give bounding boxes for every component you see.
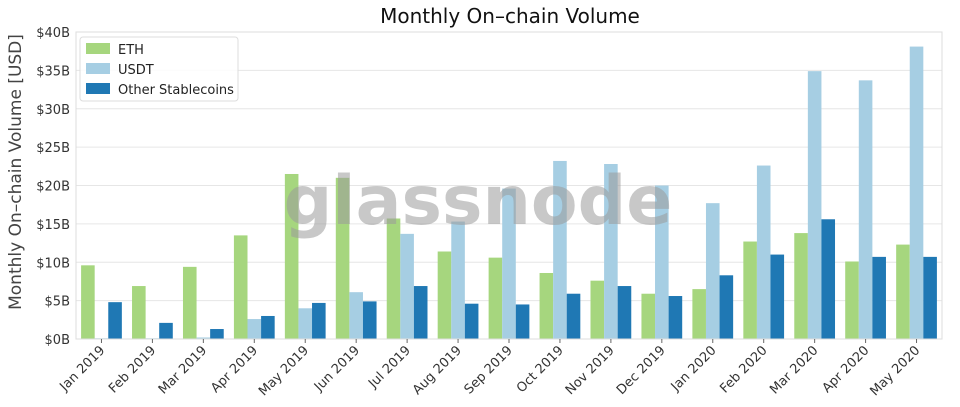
bar-eth <box>437 251 452 339</box>
bar-eth <box>284 173 299 339</box>
bar-eth <box>743 241 757 339</box>
bar-eth <box>590 280 605 339</box>
bar-other-stablecoins <box>515 304 530 339</box>
x-tick-label: Mar 2019 <box>156 343 210 397</box>
y-tick-label: $35B <box>36 64 70 79</box>
watermark-text: glassnode <box>284 162 673 241</box>
x-tick-label: May 2019 <box>256 343 312 399</box>
bar-other-stablecoins <box>566 293 581 339</box>
bar-usdt <box>502 188 516 339</box>
legend-swatch <box>86 63 110 74</box>
bar-usdt <box>298 308 313 339</box>
y-tick-label: $25B <box>36 141 70 156</box>
x-tick-label: Aug 2019 <box>410 343 465 398</box>
bar-other-stablecoins <box>923 256 937 339</box>
bar-other-stablecoins <box>668 296 683 339</box>
bar-other-stablecoins <box>464 303 479 339</box>
bar-other-stablecoins <box>821 219 836 339</box>
x-tick-label: Apr 2019 <box>208 343 261 396</box>
x-tick-label: Jan 2020 <box>668 343 720 395</box>
bar-usdt <box>604 164 618 339</box>
legend-label: Other Stablecoins <box>118 83 234 98</box>
bar-usdt <box>705 203 720 339</box>
chart-title: Monthly On–chain Volume <box>380 4 640 28</box>
legend-swatch <box>86 43 110 54</box>
bar-other-stablecoins <box>872 256 886 339</box>
x-tick-label: Dec 2019 <box>614 343 669 398</box>
x-tick-label: Feb 2020 <box>717 343 770 396</box>
bar-eth <box>335 177 350 339</box>
bar-other-stablecoins <box>159 322 173 339</box>
bar-other-stablecoins <box>413 286 428 339</box>
bar-other-stablecoins <box>770 254 785 339</box>
bar-eth <box>641 293 656 339</box>
bar-other-stablecoins <box>362 301 377 339</box>
x-tick-label: Jul 2019 <box>365 343 414 392</box>
legend-swatch <box>86 83 110 94</box>
legend: ETH USDT Other Stablecoins <box>79 36 239 102</box>
legend-label: ETH <box>118 43 144 58</box>
y-tick-label: $10B <box>36 256 70 271</box>
bar-eth <box>845 261 859 339</box>
bar-usdt <box>400 233 414 339</box>
legend-label: USDT <box>118 63 154 78</box>
x-tick-label: Oct 2019 <box>514 343 567 396</box>
bar-eth <box>692 289 706 339</box>
bar-eth <box>182 266 197 339</box>
bar-other-stablecoins <box>617 286 632 339</box>
bar-eth <box>386 218 401 339</box>
x-tick-label: Mar 2020 <box>767 343 821 397</box>
y-tick-label: $40B <box>36 26 70 41</box>
x-tick-label: May 2020 <box>867 343 923 399</box>
bar-other-stablecoins <box>108 302 122 339</box>
bar-other-stablecoins <box>719 275 734 339</box>
y-tick-label: $20B <box>36 180 70 195</box>
bar-usdt <box>858 80 873 339</box>
y-axis-label: Monthly On–chain Volume [USD] <box>6 34 26 310</box>
bar-eth <box>896 244 910 339</box>
bar-usdt <box>451 221 465 339</box>
x-tick-label: Jan 2019 <box>56 343 108 395</box>
x-tick-label: Feb 2019 <box>106 343 159 396</box>
y-tick-label: $0B <box>45 333 70 348</box>
y-tick-label: $5B <box>45 295 70 310</box>
bar-usdt <box>553 160 567 339</box>
bar-eth <box>539 272 554 339</box>
legend-box <box>79 36 239 102</box>
bar-usdt <box>756 165 771 339</box>
bar-eth <box>794 233 808 339</box>
bar-usdt <box>247 319 262 339</box>
bar-usdt <box>655 185 669 339</box>
bars <box>81 46 937 340</box>
bar-other-stablecoins <box>210 329 224 339</box>
bar-eth <box>233 235 248 339</box>
bar-usdt <box>196 337 211 339</box>
x-tick-label: Nov 2019 <box>563 343 618 398</box>
bar-eth <box>488 257 503 339</box>
bar-other-stablecoins <box>261 315 275 339</box>
bar-eth <box>81 265 95 339</box>
bar-eth <box>132 286 146 339</box>
bar-usdt <box>349 292 363 339</box>
bar-usdt <box>909 46 924 340</box>
y-tick-label: $30B <box>36 103 70 118</box>
x-tick-label: Jun 2019 <box>311 343 363 395</box>
bar-usdt <box>807 71 822 339</box>
x-tick-label: Apr 2020 <box>820 343 873 396</box>
x-tick-label: Sep 2019 <box>462 343 516 397</box>
y-tick-label: $15B <box>36 218 70 233</box>
bar-other-stablecoins <box>312 302 326 339</box>
